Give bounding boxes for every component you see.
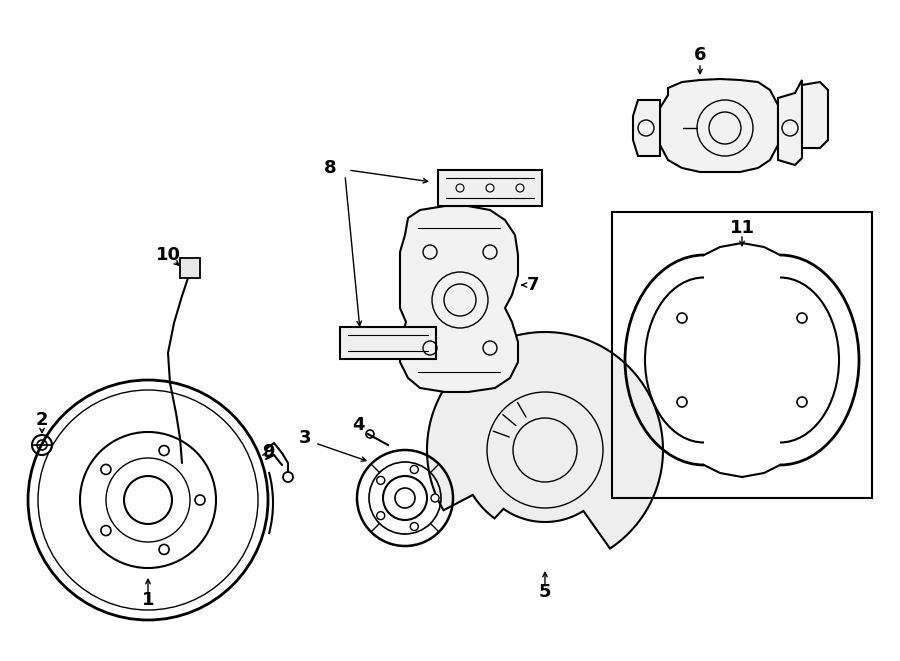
Text: 7: 7 — [526, 276, 539, 294]
Text: 6: 6 — [694, 46, 706, 64]
Polygon shape — [778, 80, 802, 165]
Text: 5: 5 — [539, 583, 551, 601]
Text: 1: 1 — [142, 591, 154, 609]
Polygon shape — [340, 327, 436, 359]
Polygon shape — [400, 206, 518, 392]
Circle shape — [410, 523, 419, 531]
Polygon shape — [633, 100, 660, 156]
Circle shape — [431, 494, 439, 502]
Circle shape — [377, 512, 384, 520]
Circle shape — [377, 477, 384, 485]
Polygon shape — [802, 82, 828, 148]
Text: 8: 8 — [324, 159, 337, 177]
Polygon shape — [660, 79, 778, 172]
Polygon shape — [427, 332, 663, 549]
Text: 9: 9 — [262, 443, 274, 461]
Polygon shape — [438, 170, 542, 206]
Circle shape — [410, 465, 419, 473]
Text: 10: 10 — [156, 246, 181, 264]
Text: 11: 11 — [730, 219, 754, 237]
Text: 2: 2 — [36, 411, 49, 429]
Text: 3: 3 — [299, 429, 311, 447]
Text: 4: 4 — [352, 416, 365, 434]
Polygon shape — [180, 258, 200, 278]
